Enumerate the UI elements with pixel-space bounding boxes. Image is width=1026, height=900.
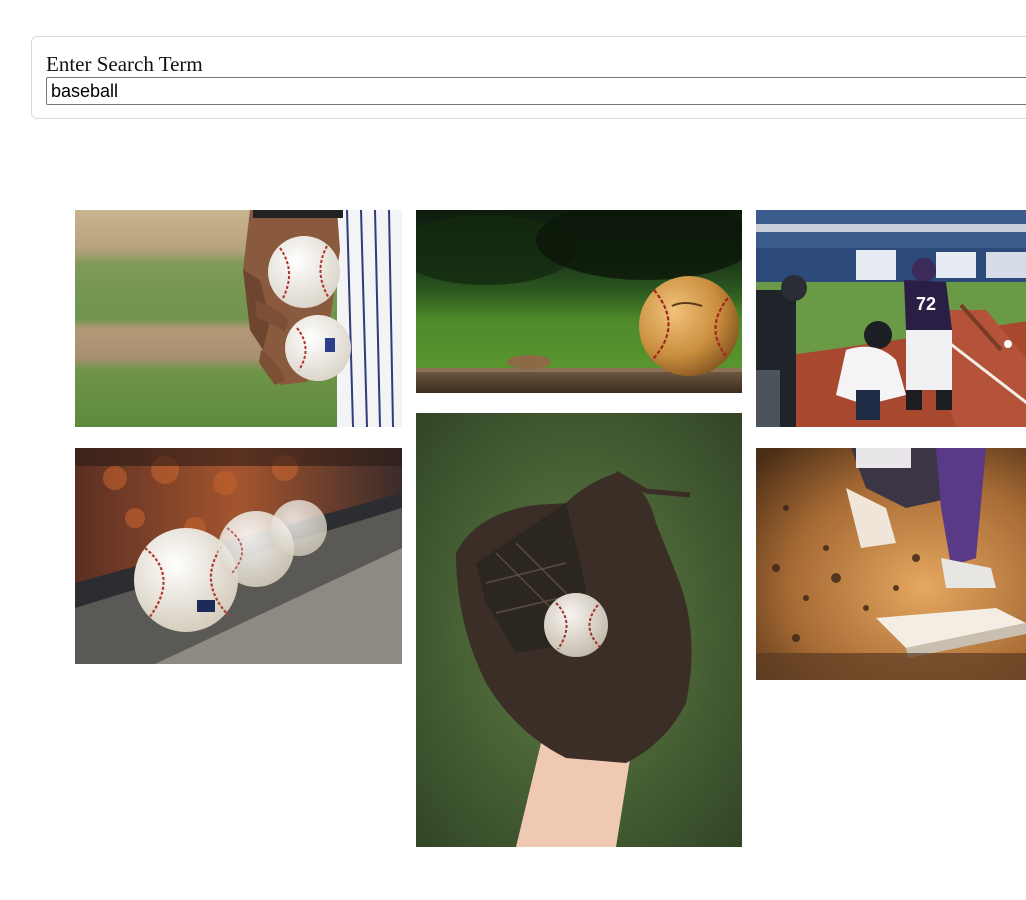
result-image-baseball-on-plank[interactable] <box>416 210 742 393</box>
result-image-batter-at-plate[interactable]: 72 <box>756 210 1026 427</box>
result-image-baseball-in-glove[interactable] <box>416 413 742 847</box>
result-image-baseballs-on-ledge[interactable] <box>75 448 402 664</box>
result-image-pitcher-holding-baseballs[interactable] <box>75 210 402 427</box>
result-image-slide-into-base[interactable] <box>756 448 1026 680</box>
svg-text:72: 72 <box>916 294 936 314</box>
search-label: Enter Search Term <box>46 52 203 76</box>
search-panel: Enter Search Term <box>31 36 1026 119</box>
search-input[interactable] <box>46 77 1026 105</box>
